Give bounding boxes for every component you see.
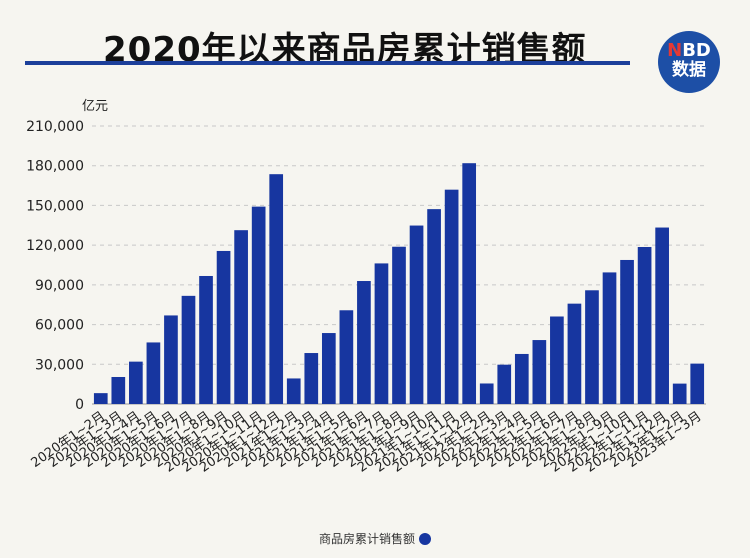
logo-subtitle: 数据 (672, 60, 706, 80)
y-tick-label: 0 (75, 397, 84, 413)
bar (497, 364, 512, 404)
bar (585, 290, 599, 404)
bar (304, 353, 319, 404)
bar (251, 206, 266, 404)
bar (462, 163, 477, 404)
y-tick-label: 210,000 (26, 119, 84, 135)
bar (199, 275, 213, 404)
bar (286, 378, 301, 404)
bar (392, 246, 406, 404)
y-axis-unit: 亿元 (82, 99, 109, 114)
bar (374, 263, 389, 404)
bar (514, 353, 529, 404)
bar (357, 281, 371, 404)
bar (181, 295, 196, 404)
logo-letters-bd: BD (682, 40, 711, 61)
y-tick-label: 30,000 (35, 357, 84, 373)
legend: 商品房累计销售额 (0, 530, 750, 547)
bar (567, 303, 582, 404)
bar (321, 333, 336, 404)
bar (637, 246, 652, 404)
y-tick-label: 120,000 (26, 238, 84, 254)
bar (479, 383, 494, 404)
bar (129, 361, 143, 404)
bar (672, 383, 687, 404)
bar (409, 225, 424, 404)
legend-label: 商品房累计销售额 (318, 532, 415, 546)
bar (427, 209, 441, 404)
bar (690, 363, 705, 404)
y-tick-label: 60,000 (35, 318, 84, 334)
bar (93, 393, 108, 404)
bar (602, 272, 617, 404)
bar (111, 376, 126, 404)
bar (269, 174, 284, 404)
bar (550, 316, 564, 404)
bar (620, 259, 634, 404)
y-tick-label: 90,000 (35, 278, 84, 294)
bar (234, 230, 248, 404)
bar (444, 189, 459, 404)
title-underline (25, 61, 630, 65)
bar (655, 227, 669, 404)
bar (339, 310, 354, 404)
legend-swatch (419, 533, 431, 545)
bar (164, 315, 178, 404)
bar (532, 340, 547, 404)
y-tick-label: 150,000 (26, 198, 84, 214)
bar (146, 342, 161, 404)
nbd-logo: NBD 数据 (658, 31, 720, 93)
bar (216, 250, 231, 404)
y-tick-label: 180,000 (26, 159, 84, 175)
logo-letter-n: N (667, 40, 683, 61)
